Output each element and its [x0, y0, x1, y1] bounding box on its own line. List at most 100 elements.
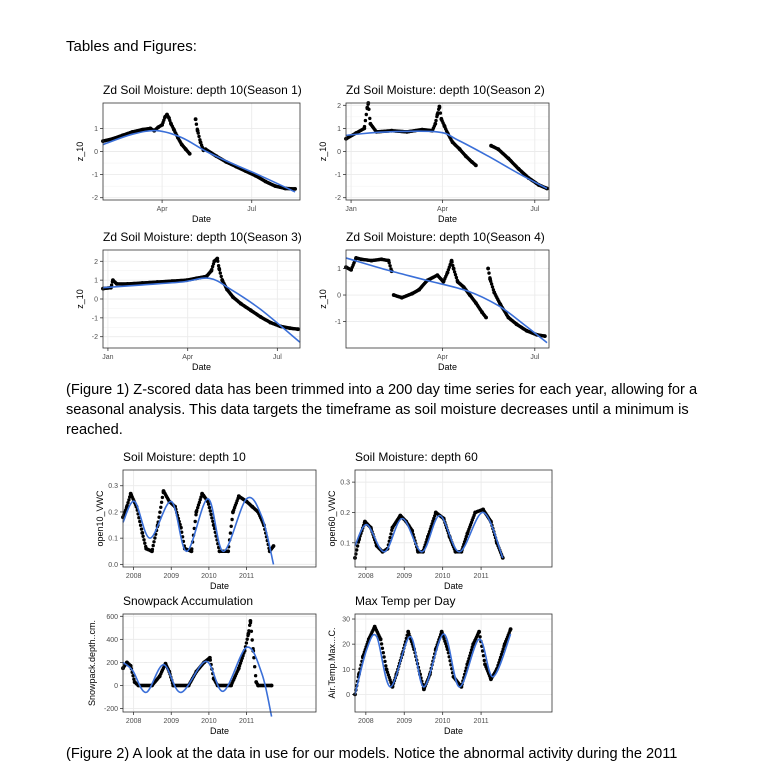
data-point: [194, 122, 199, 126]
data-point: [451, 266, 456, 271]
data-point: [437, 104, 442, 109]
y-tick-label: 0: [94, 297, 98, 304]
data-point: [268, 320, 273, 325]
chart-title: Soil Moisture: depth 10: [123, 450, 246, 464]
data-point: [156, 125, 161, 130]
y-tick-label: 0.0: [108, 562, 118, 569]
data-point: [386, 258, 391, 263]
data-point: [140, 127, 145, 132]
data-point: [127, 498, 131, 502]
data-point: [410, 291, 414, 296]
y-tick-label: 400: [106, 637, 118, 644]
data-point: [195, 128, 200, 133]
data-point: [381, 651, 385, 655]
data-point: [126, 501, 130, 505]
x-tick-label: 2008: [358, 718, 374, 725]
data-point: [215, 256, 220, 261]
data-point: [391, 293, 396, 297]
data-point: [499, 652, 504, 657]
data-point: [210, 516, 214, 520]
data-point: [484, 315, 488, 320]
data-point: [474, 163, 478, 168]
data-point: [196, 503, 201, 507]
data-point: [229, 683, 234, 688]
data-point: [172, 127, 176, 132]
x-tick-label: Jul: [530, 206, 539, 213]
data-point: [218, 271, 222, 275]
smooth-trend-line: [122, 496, 275, 565]
data-point: [389, 532, 393, 536]
y-tick-label: -1: [335, 172, 341, 179]
data-points: [101, 112, 297, 191]
data-point: [192, 526, 196, 531]
data-point: [229, 524, 233, 528]
page-heading: Tables and Figures:: [66, 38, 197, 55]
x-tick-label: 2009: [163, 718, 179, 725]
data-point: [160, 123, 164, 127]
data-point: [368, 121, 373, 126]
x-tick-label: Apr: [182, 354, 194, 361]
data-point: [431, 519, 435, 523]
data-point: [151, 543, 155, 548]
data-point: [226, 549, 231, 554]
data-point: [463, 537, 468, 541]
data-point: [200, 491, 204, 496]
y-axis-label: z_10: [318, 142, 328, 162]
chart-season-2: Zd Soil Moisture: depth 10(Season 2) -2 -1…: [318, 83, 550, 224]
data-point: [256, 683, 260, 688]
data-point: [189, 549, 194, 554]
data-point: [144, 546, 149, 551]
y-tick-label: 0.3: [340, 480, 350, 487]
data-point: [383, 659, 387, 664]
data-point: [250, 504, 255, 509]
data-point: [445, 270, 450, 275]
smooth-trend-line: [345, 130, 548, 190]
x-axis-label: Date: [210, 726, 229, 736]
x-tick-label: 2010: [435, 718, 451, 725]
data-point: [435, 273, 440, 278]
data-point: [128, 491, 133, 496]
panel-border: [122, 469, 317, 568]
y-axis-label: z_10: [75, 289, 85, 309]
data-point: [197, 500, 202, 505]
data-point: [194, 513, 198, 517]
y-axis-label: open10_VWC: [95, 490, 105, 547]
data-point: [130, 130, 135, 134]
panel-border: [345, 102, 550, 201]
data-point: [388, 535, 392, 540]
data-point: [372, 624, 377, 629]
x-tick-label: 2010: [435, 573, 451, 580]
data-point: [220, 278, 225, 283]
y-tick-label: 0: [346, 692, 350, 699]
smooth-trend-line: [345, 257, 548, 344]
data-point: [245, 637, 249, 641]
data-point: [254, 680, 259, 684]
data-point: [502, 642, 507, 647]
data-point: [246, 631, 251, 636]
data-point: [468, 654, 472, 658]
data-point: [209, 268, 214, 273]
data-point: [263, 179, 268, 184]
figure-2-caption: (Figure 2) A look at the data in use for…: [66, 746, 678, 762]
data-point: [441, 279, 446, 284]
data-point: [249, 629, 254, 633]
y-tick-label: 2: [94, 259, 98, 266]
data-point: [471, 642, 476, 647]
x-tick-label: 2011: [474, 573, 489, 580]
data-point: [364, 112, 368, 117]
data-point: [496, 147, 501, 152]
data-point: [457, 147, 462, 152]
plot-panel: [355, 614, 552, 712]
x-tick-label: Jul: [530, 354, 539, 361]
y-tick-label: 0: [94, 149, 98, 156]
data-point: [492, 290, 497, 295]
data-point: [385, 670, 390, 674]
data-point: [250, 638, 254, 642]
chart-title: Soil Moisture: depth 60: [355, 450, 478, 464]
data-point: [490, 285, 495, 289]
y-axis-label: open60_VWC: [327, 490, 337, 547]
data-point: [236, 494, 241, 499]
x-tick-label: 2009: [396, 718, 412, 725]
data-point: [138, 523, 143, 527]
x-tick-label: 2010: [201, 718, 217, 725]
